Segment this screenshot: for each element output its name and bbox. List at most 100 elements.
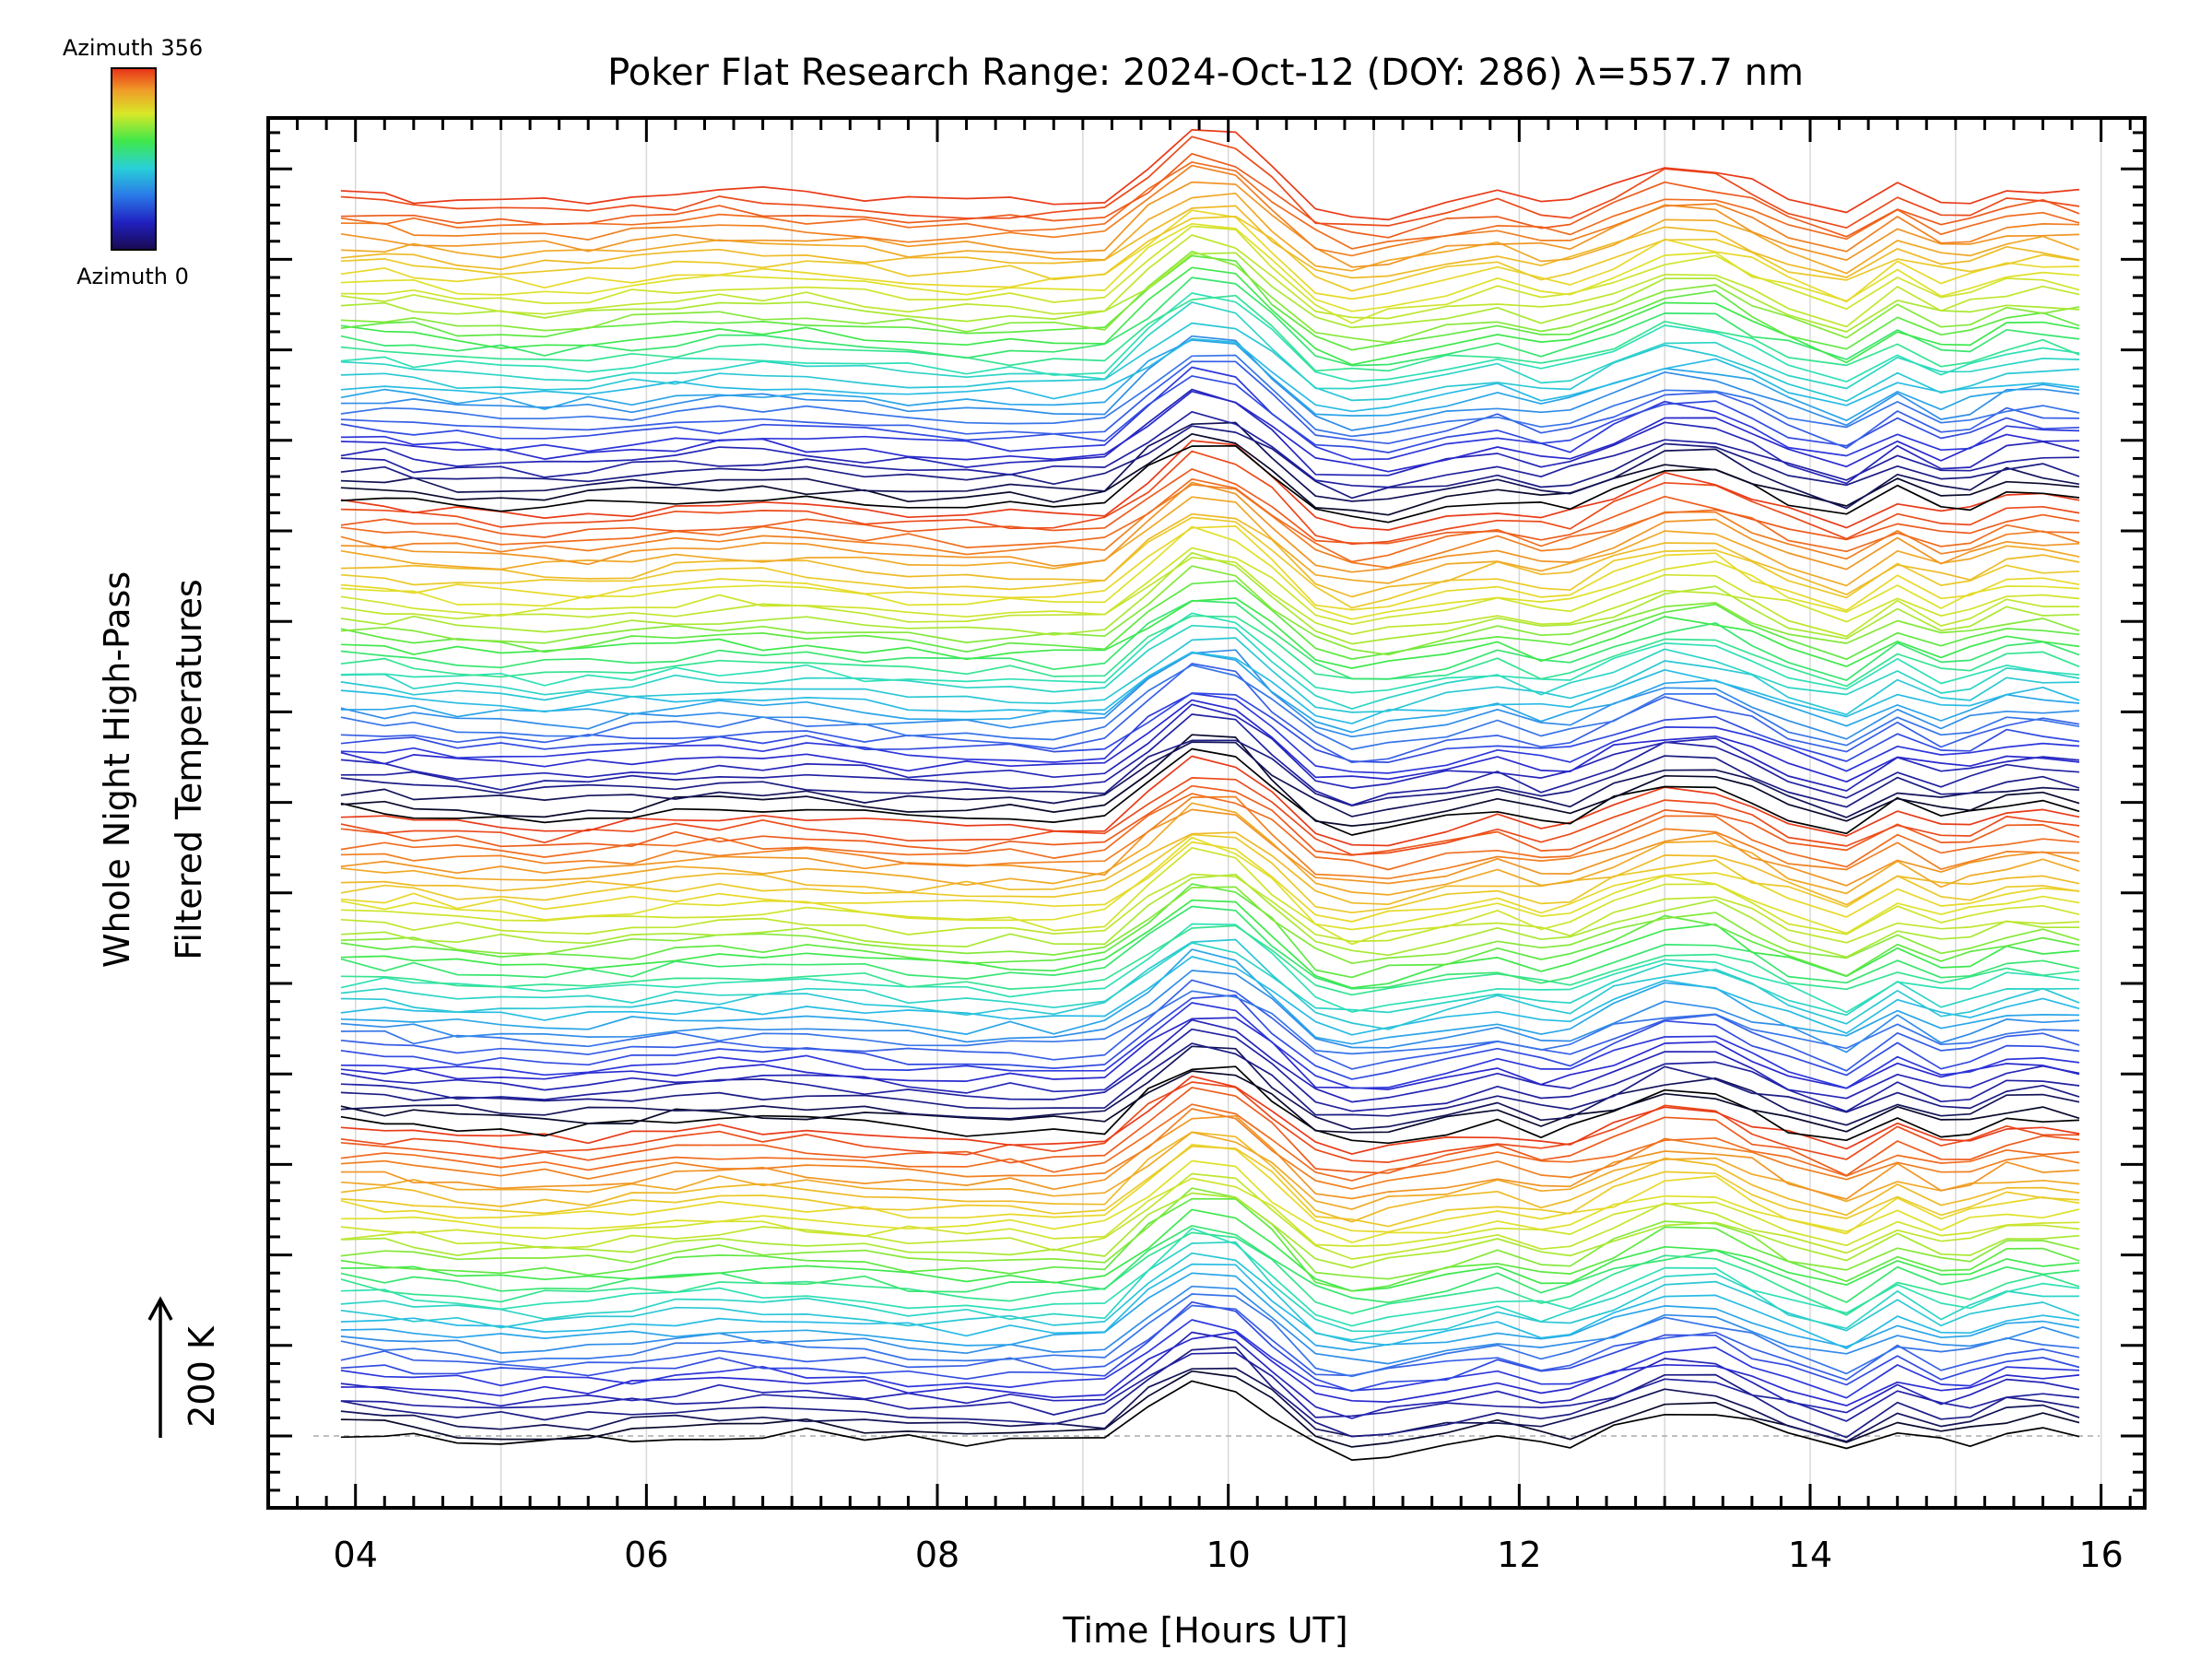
series-line — [340, 481, 2080, 573]
colorbar-gradient — [111, 67, 157, 251]
series-line — [340, 1331, 2080, 1419]
x-ticks — [266, 118, 2132, 1508]
series-line — [340, 1065, 2080, 1145]
series-line — [340, 1380, 2080, 1461]
series-line — [340, 755, 2080, 847]
series-line — [340, 734, 2080, 827]
x-axis-label: Time [Hours UT] — [1062, 1610, 1347, 1651]
series-line — [340, 360, 2080, 449]
series-line — [340, 335, 2080, 431]
series-line — [340, 512, 2080, 598]
series-line — [340, 948, 2080, 1045]
series-line — [340, 692, 2080, 763]
series-line — [340, 164, 2080, 257]
series-line — [340, 152, 2080, 239]
series-line — [340, 615, 2080, 688]
series-line — [340, 784, 2080, 856]
series-line — [340, 836, 2080, 935]
series-line — [340, 899, 2080, 989]
x-tick-labels: 04 06 08 10 12 14 16 — [334, 1535, 2124, 1575]
series-line — [340, 795, 2080, 880]
series-line — [340, 496, 2080, 587]
scale-bar: 200 K — [147, 1296, 222, 1438]
series-line — [340, 846, 2080, 946]
series-line — [340, 905, 2080, 990]
series-line — [340, 301, 2080, 390]
series-line — [340, 1352, 2080, 1422]
series-line — [340, 192, 2080, 275]
series-line — [340, 923, 2080, 1014]
series-line — [340, 181, 2080, 268]
series-line — [340, 450, 2080, 546]
series-line — [340, 1192, 2080, 1269]
series-line — [340, 970, 2080, 1053]
series-line — [340, 741, 2080, 818]
series-line — [340, 793, 2080, 871]
series-line — [340, 1300, 2080, 1393]
series-line — [340, 777, 2080, 856]
series-line — [340, 254, 2080, 351]
series-line — [340, 1285, 2080, 1365]
series-line — [340, 252, 2080, 333]
series-line — [340, 483, 2080, 569]
series-line — [340, 250, 2080, 344]
series-line — [340, 1227, 2080, 1327]
series-line — [340, 979, 2080, 1072]
series-line — [340, 624, 2080, 710]
series-line — [340, 551, 2080, 645]
series-line — [340, 1045, 2080, 1131]
series-line — [340, 938, 2080, 1030]
series-line — [340, 556, 2079, 638]
series-line — [340, 354, 2080, 438]
series-group — [340, 129, 2080, 1461]
series-line — [340, 1002, 2080, 1089]
series-line — [340, 1159, 2080, 1243]
series-line — [340, 565, 2080, 656]
series-line — [340, 739, 2080, 808]
series-line — [340, 1346, 2080, 1439]
plot-frame — [266, 116, 2147, 1510]
series-line — [340, 1231, 2080, 1316]
series-line — [340, 1103, 2080, 1182]
series-line — [340, 1172, 2080, 1260]
series-line — [340, 216, 2080, 292]
y-axis-label-line-2: Filtered Temperatures — [169, 579, 209, 959]
series-line — [340, 956, 2080, 1036]
series-line — [340, 222, 2080, 312]
series-line — [340, 599, 2080, 681]
series-line — [340, 833, 2080, 914]
series-line — [340, 1131, 2080, 1223]
y-axis-label: Whole Night High-Pass Filtered Temperatu… — [97, 571, 209, 968]
series-line — [340, 841, 2080, 923]
series-line — [340, 547, 2080, 626]
series-line — [340, 516, 2080, 609]
y-axis-label-line-1: Whole Night High-Pass — [97, 571, 137, 968]
series-line — [340, 649, 2080, 740]
colorbar-bottom-label: Azimuth 0 — [76, 264, 189, 289]
series-line — [340, 525, 2080, 612]
series-line — [340, 525, 2080, 620]
series-line — [340, 1108, 2080, 1190]
colorbar: Azimuth 356 Azimuth 0 — [63, 35, 203, 289]
series-line — [340, 747, 2080, 836]
series-line — [340, 1145, 2080, 1228]
series-line — [340, 425, 2080, 500]
x-tick-label: 14 — [1788, 1535, 1832, 1575]
series-line — [340, 990, 2080, 1055]
series-line — [340, 651, 2080, 724]
series-line — [340, 692, 2080, 774]
series-line — [340, 322, 2080, 403]
series-line — [340, 664, 2080, 750]
series-line — [340, 1304, 2080, 1381]
series-line — [340, 713, 2080, 806]
series-line — [340, 663, 2080, 764]
series-line — [340, 597, 2080, 669]
series-line — [340, 703, 2080, 792]
series-line — [340, 135, 2080, 229]
series-line — [340, 1087, 2080, 1177]
series-line — [340, 873, 2080, 944]
x-tick-label: 08 — [915, 1535, 959, 1575]
x-tick-label: 04 — [334, 1535, 378, 1575]
series-line — [340, 337, 2080, 413]
series-line — [340, 421, 2080, 510]
